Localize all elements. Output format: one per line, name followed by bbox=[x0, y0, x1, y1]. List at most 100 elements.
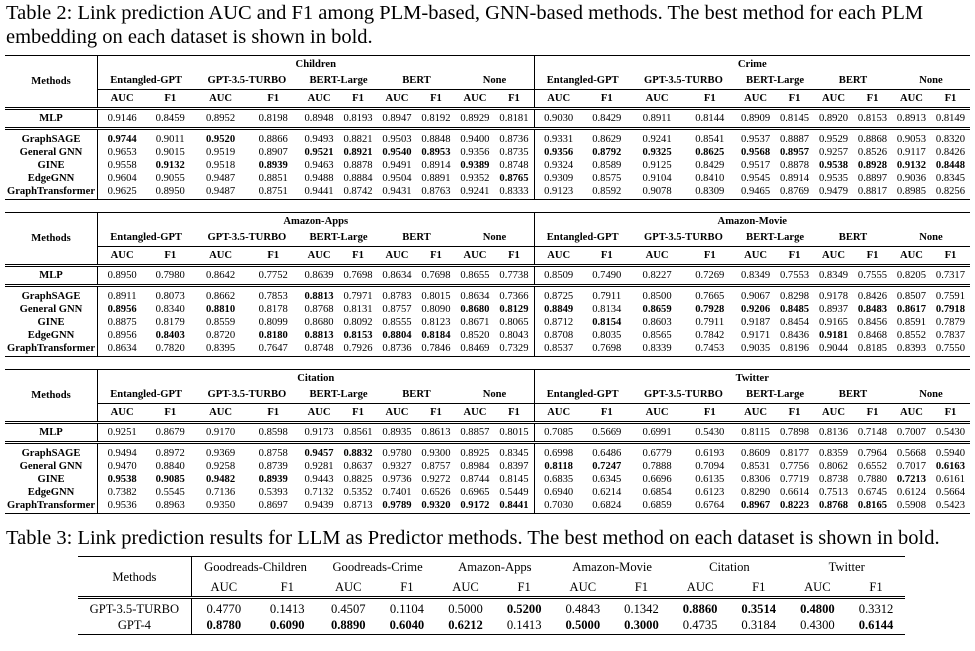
value-cell: 0.9044 bbox=[814, 342, 853, 357]
value-cell: 0.8306 bbox=[741, 474, 771, 485]
value-cell: 0.9356 bbox=[533, 146, 583, 159]
value-cell: 0.9173 bbox=[299, 421, 339, 443]
value-cell: 0.8403 bbox=[155, 330, 185, 341]
value-cell: 0.8509 bbox=[533, 264, 583, 286]
value-cell: 0.8227 bbox=[630, 264, 684, 286]
metric-header: F1 bbox=[352, 250, 364, 261]
value-cell: 0.8349 bbox=[736, 264, 776, 286]
embedding-header: BERT bbox=[377, 72, 456, 90]
value-cell: 0.8345 bbox=[494, 441, 535, 460]
value-cell: 0.8671 bbox=[460, 317, 490, 328]
value-cell: 0.8956 bbox=[97, 303, 147, 316]
value-cell: 0.8832 bbox=[338, 441, 378, 460]
value-cell: 0.8177 bbox=[775, 441, 815, 460]
value-cell: 0.8613 bbox=[416, 421, 456, 443]
value-cell: 0.6696 bbox=[642, 474, 672, 485]
value-cell: 0.9132 bbox=[155, 160, 185, 171]
value-cell: 0.9281 bbox=[304, 461, 334, 472]
table-2-block-1: Methods Children Crime Entangled-GPT GPT-3.5… bbox=[5, 55, 970, 200]
value-cell: 0.8757 bbox=[421, 461, 451, 472]
value-cell: 0.8468 bbox=[857, 330, 888, 341]
metric-header: F1 bbox=[703, 250, 716, 261]
value-cell: 0.5423 bbox=[930, 499, 970, 514]
value-cell: 0.7820 bbox=[146, 342, 195, 357]
value-cell: 0.8359 bbox=[814, 441, 853, 460]
metric-header: F1 bbox=[944, 407, 957, 418]
value-cell: 0.8149 bbox=[930, 107, 970, 129]
value-cell: 0.8887 bbox=[775, 127, 815, 146]
embedding-header: BERT-Large bbox=[736, 72, 815, 90]
table-row: GraphTransformer 0.9536 0.8963 0.9350 0.8697… bbox=[5, 499, 970, 514]
value-cell: 0.9400 bbox=[455, 127, 495, 146]
value-cell: 0.8953 bbox=[421, 147, 451, 158]
value-cell: 0.8751 bbox=[246, 185, 300, 200]
value-cell: 0.8483 bbox=[857, 304, 888, 315]
value-cell: 0.8748 bbox=[299, 342, 339, 357]
embedding-header: BERT-Large bbox=[736, 386, 815, 404]
value-cell: 0.8735 bbox=[499, 147, 529, 158]
value-cell: 0.8193 bbox=[338, 107, 378, 129]
value-cell: 0.8956 bbox=[97, 329, 147, 342]
value-cell: 0.8840 bbox=[155, 461, 185, 472]
value-cell: 0.8429 bbox=[582, 107, 631, 129]
value-cell: 0.8290 bbox=[741, 487, 771, 498]
value-cell: 0.9558 bbox=[97, 159, 147, 172]
dataset-header: Amazon-Movie bbox=[553, 556, 671, 577]
value-cell: 0.6090 bbox=[255, 617, 319, 635]
value-cell: 0.8256 bbox=[930, 185, 970, 200]
metric-header: AUC bbox=[307, 250, 331, 261]
embedding-header: Entangled-GPT bbox=[97, 229, 195, 247]
metric-header: AUC bbox=[744, 250, 768, 261]
method-name: General GNN bbox=[19, 147, 83, 158]
value-cell: 0.9431 bbox=[377, 185, 417, 200]
value-cell: 0.9470 bbox=[97, 460, 147, 473]
table-2-label: Table 2: bbox=[6, 2, 73, 24]
value-cell: 0.9520 bbox=[194, 127, 247, 146]
embedding-header: None bbox=[455, 72, 535, 90]
table-row: General GNN 0.9470 0.8840 0.9258 0.8739 0.928… bbox=[5, 460, 970, 473]
value-cell: 0.8950 bbox=[97, 264, 147, 286]
value-cell: 0.8768 bbox=[304, 304, 334, 315]
table-row: MLP 0.9146 0.8459 0.8952 0.8198 0.8948 0.8193 0… bbox=[5, 107, 970, 129]
embedding-header: None bbox=[891, 72, 970, 90]
table-3-caption-text: Link prediction results for LLM as Predi… bbox=[77, 527, 940, 549]
metric-header: AUC bbox=[191, 577, 256, 598]
value-cell: 0.8804 bbox=[382, 330, 412, 341]
table-2: Methods Children Crime Entangled-GPT GPT-3.5… bbox=[0, 55, 975, 514]
value-cell: 0.8154 bbox=[592, 317, 622, 328]
method-name: GraphSAGE bbox=[5, 284, 98, 303]
value-cell: 0.8345 bbox=[935, 173, 966, 184]
value-cell: 0.7550 bbox=[930, 342, 970, 357]
value-cell: 0.9258 bbox=[205, 461, 236, 472]
metric-header: AUC bbox=[899, 250, 923, 261]
value-cell: 0.8035 bbox=[592, 330, 622, 341]
value-cell: 0.8426 bbox=[853, 284, 892, 303]
value-cell: 0.7132 bbox=[304, 487, 334, 498]
value-cell: 0.6214 bbox=[592, 487, 622, 498]
value-cell: 0.8065 bbox=[499, 317, 529, 328]
value-cell: 0.9538 bbox=[818, 160, 849, 171]
table-2-block: Methods Citation Twitter Entangled-GPT GPT-3… bbox=[0, 369, 975, 514]
dataset-header: Twitter bbox=[533, 369, 970, 386]
value-cell: 0.7888 bbox=[642, 461, 672, 472]
value-cell: 0.8555 bbox=[382, 317, 412, 328]
value-cell: 0.7453 bbox=[683, 342, 737, 357]
metric-header: AUC bbox=[385, 407, 409, 418]
value-cell: 0.8603 bbox=[642, 317, 672, 328]
value-cell: 0.8634 bbox=[455, 284, 495, 303]
value-cell: 0.8963 bbox=[146, 499, 195, 514]
dataset-header: Amazon-Movie bbox=[533, 212, 970, 229]
metric-header: F1 bbox=[267, 407, 280, 418]
value-cell: 0.9030 bbox=[533, 107, 583, 129]
value-cell: 0.9487 bbox=[194, 185, 247, 200]
metric-header: AUC bbox=[645, 407, 669, 418]
value-cell: 0.6745 bbox=[857, 487, 888, 498]
value-cell: 0.8914 bbox=[421, 160, 451, 171]
value-cell: 0.8426 bbox=[935, 147, 966, 158]
metric-header: F1 bbox=[788, 93, 801, 104]
value-cell: 0.1413 bbox=[255, 596, 319, 617]
table-row: EdgeGNN 0.8956 0.8403 0.8720 0.8180 0.8813 0.8… bbox=[5, 329, 970, 342]
value-cell: 0.8500 bbox=[630, 284, 684, 303]
metric-header: F1 bbox=[508, 93, 520, 104]
value-cell: 0.8738 bbox=[818, 474, 849, 485]
